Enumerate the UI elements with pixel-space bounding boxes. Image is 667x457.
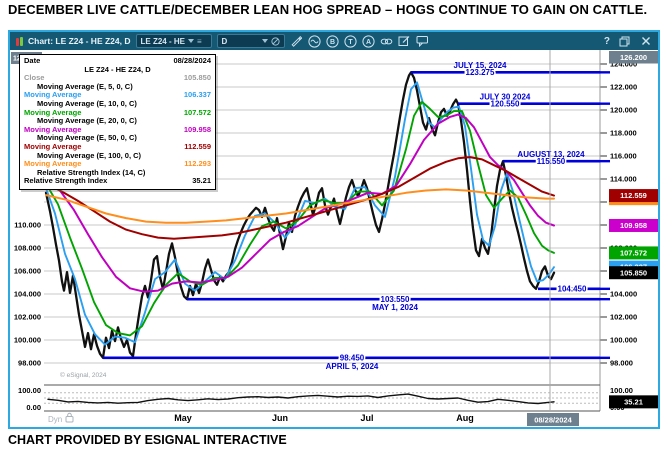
legend-row: Moving Average (E, 50, 0, C) (37, 133, 137, 143)
svg-text:100.000: 100.000 (610, 336, 637, 345)
svg-text:100.00: 100.00 (610, 386, 633, 395)
esignal-logo-icon (16, 36, 23, 46)
svg-text:108.000: 108.000 (14, 244, 41, 253)
caption: CHART PROVIDED BY ESIGNAL INTERACTIVE (8, 433, 287, 447)
svg-text:112.559: 112.559 (620, 191, 647, 200)
svg-text:MAY 1, 2024: MAY 1, 2024 (372, 303, 418, 312)
series-moving-average-e-100-0-c- (45, 188, 555, 224)
cursor-date-badge: 08/28/2024 (527, 413, 579, 426)
esignal-chart-window: Chart: LE Z24 - HE Z24, D LE Z24 - HE ≡ … (8, 30, 660, 429)
chevron-down-icon[interactable] (187, 39, 194, 43)
svg-text:JULY 15, 2024: JULY 15, 2024 (454, 61, 507, 70)
note-tool-icon[interactable] (398, 35, 411, 48)
svg-text:AUGUST 13, 2024: AUGUST 13, 2024 (517, 150, 585, 159)
legend-row: Moving Average 112.559 (24, 141, 211, 151)
legend-row: Moving Average (E, 10, 0, C) (37, 98, 137, 108)
svg-text:103.550: 103.550 (381, 295, 410, 304)
svg-text:110.000: 110.000 (14, 221, 41, 230)
legend-row: Moving Average 106.337 (24, 90, 211, 100)
svg-text:102.000: 102.000 (610, 313, 637, 322)
help-button[interactable]: ? (603, 35, 610, 47)
svg-text:35.21: 35.21 (624, 397, 643, 406)
svg-text:126.200: 126.200 (620, 53, 647, 62)
text-a-tool-icon[interactable]: A (361, 34, 375, 48)
svg-text:A: A (365, 39, 370, 46)
svg-text:120.000: 120.000 (610, 106, 637, 115)
svg-text:104.000: 104.000 (14, 290, 41, 299)
svg-text:APRIL 5, 2024: APRIL 5, 2024 (326, 362, 379, 371)
legend-row: Close 105.850 (24, 73, 211, 83)
svg-text:114.000: 114.000 (610, 175, 637, 184)
svg-text:105.850: 105.850 (620, 268, 647, 277)
legend-row: Relative Strength Index (14, C) (37, 167, 146, 177)
legend-row: Moving Average (E, 5, 0, C) (37, 81, 133, 91)
svg-text:122.000: 122.000 (610, 83, 637, 92)
svg-text:98.000: 98.000 (18, 359, 41, 368)
text-t-tool-icon[interactable]: T (343, 34, 357, 48)
legend-row: Moving Average (E, 100, 0, C) (37, 150, 142, 160)
link-tool-icon[interactable] (380, 35, 393, 48)
restore-window-icon[interactable] (618, 35, 631, 48)
symbol-input[interactable]: LE Z24 - HE ≡ (135, 34, 212, 48)
svg-text:98.000: 98.000 (610, 359, 633, 368)
legend-row: Moving Average 109.958 (24, 124, 211, 134)
legend-row: Relative Strength Index 35.21 (24, 176, 211, 186)
legend-row: Moving Average 107.572 (24, 107, 211, 117)
svg-text:100.00: 100.00 (18, 386, 41, 395)
svg-text:106.000: 106.000 (14, 267, 41, 276)
svg-text:104.450: 104.450 (558, 284, 587, 293)
series-rsi (47, 393, 555, 405)
svg-text:124.000: 124.000 (610, 60, 637, 69)
interval-value: D (221, 36, 228, 46)
svg-text:118.000: 118.000 (610, 129, 637, 138)
legend-row: LE Z24 - HE Z24, D (84, 64, 151, 74)
svg-text:104.000: 104.000 (610, 290, 637, 299)
no-data-icon[interactable] (270, 36, 280, 46)
symbol-value: LE Z24 - HE (140, 36, 185, 46)
curve-tool-icon[interactable] (307, 34, 321, 48)
svg-text:98.450: 98.450 (340, 353, 365, 362)
svg-text:Dyn: Dyn (48, 415, 62, 424)
chat-tool-icon[interactable] (416, 35, 429, 48)
svg-text:08/28/2024: 08/28/2024 (534, 415, 572, 424)
svg-text:102.000: 102.000 (14, 313, 41, 322)
svg-text:Aug: Aug (456, 413, 474, 423)
page-title: DECEMBER LIVE CATTLE/DECEMBER LEAN HOG S… (8, 2, 648, 17)
menu-icon[interactable]: ≡ (196, 36, 202, 46)
legend-row: Moving Average 112.293 (24, 159, 211, 169)
svg-text:May: May (174, 413, 192, 423)
chart-toolbar: Chart: LE Z24 - HE Z24, D LE Z24 - HE ≡ … (10, 32, 658, 50)
indicator-legend-panel[interactable]: Date 08/28/2024 LE Z24 - HE Z24, D Close 105… (19, 54, 216, 190)
svg-text:123.275: 123.275 (466, 68, 495, 77)
window-title: Chart: LE Z24 - HE Z24, D (28, 36, 131, 46)
svg-text:Jun: Jun (272, 413, 288, 423)
chart-body: 124.000 122.000 120.000 118.000 116.000 114.0… (10, 50, 658, 427)
text-b-tool-icon[interactable]: B (325, 34, 339, 48)
svg-text:107.572: 107.572 (620, 249, 647, 258)
legend-row: Moving Average (E, 20, 0, C) (37, 116, 137, 126)
draw-pencil-icon[interactable] (290, 35, 303, 48)
svg-text:Jul: Jul (360, 413, 373, 423)
series-moving-average-e-10-0-c- (45, 100, 555, 337)
svg-text:JULY 30 2024: JULY 30 2024 (480, 92, 531, 101)
svg-text:115.550: 115.550 (537, 157, 566, 166)
svg-text:120.550: 120.550 (491, 99, 520, 108)
chevron-down-icon[interactable] (261, 39, 268, 43)
svg-text:© eSignal, 2024: © eSignal, 2024 (60, 371, 107, 379)
x-axis-labels: May Jun Jul Aug (174, 413, 474, 423)
svg-text:B: B (329, 39, 334, 46)
svg-text:0.00: 0.00 (26, 403, 41, 412)
svg-text:116.000: 116.000 (610, 152, 637, 161)
interval-select[interactable]: D (216, 34, 285, 48)
close-icon[interactable] (639, 35, 652, 48)
series-moving-average-e-50-0-c- (45, 156, 555, 240)
svg-text:T: T (348, 39, 353, 46)
svg-text:100.000: 100.000 (14, 336, 41, 345)
legend-row: Date 08/28/2024 (24, 56, 211, 65)
svg-text:109.958: 109.958 (620, 221, 647, 230)
